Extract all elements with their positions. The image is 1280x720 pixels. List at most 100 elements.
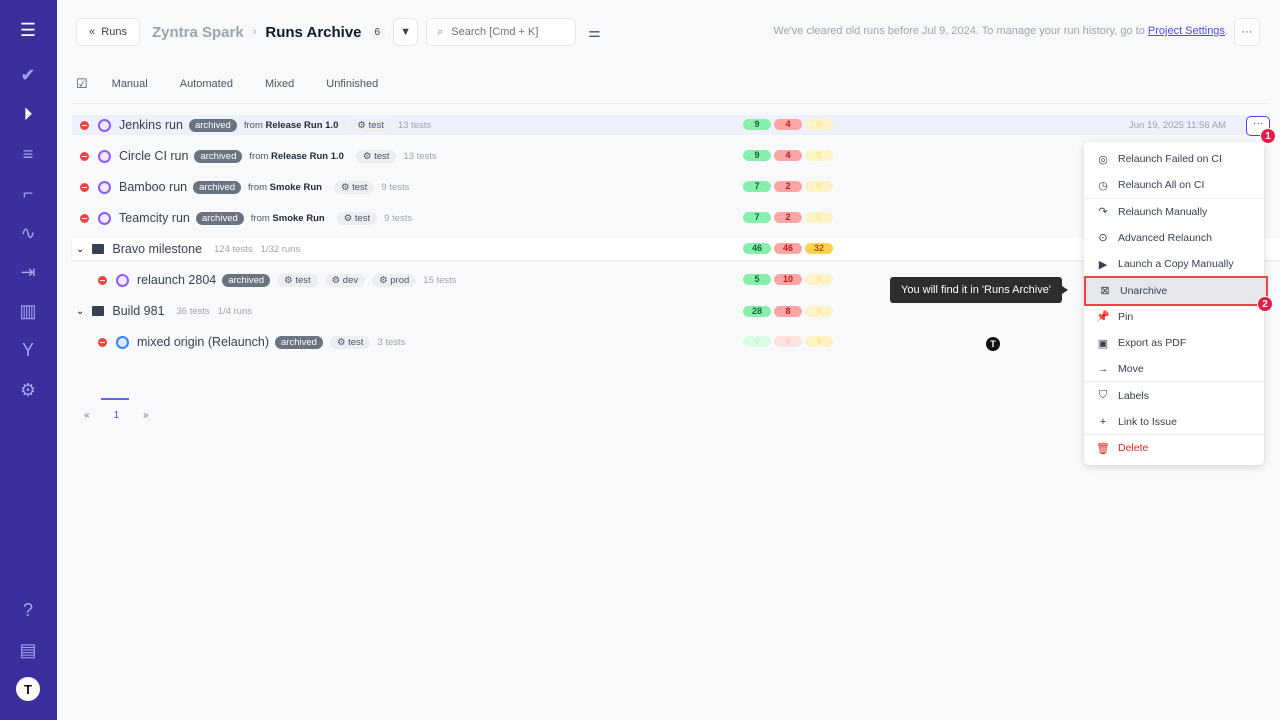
run-row[interactable]: Circle CI run archived from Release Run … [72,146,1264,166]
tag-text: test [368,119,384,131]
source-name[interactable]: Smoke Run [269,181,322,193]
gear-icon[interactable]: ⚙ [19,379,37,400]
run-name[interactable]: relaunch 2804 [137,273,217,287]
run-row[interactable]: Jenkins run archived from Release Run 1.… [72,115,1264,135]
tab-mixed[interactable]: Mixed [264,78,295,90]
list-check-icon[interactable]: ≡ [22,143,34,164]
stats-pills: 46 46 32 [743,243,833,254]
tab-unfinished[interactable]: Unfinished [326,78,379,90]
tests-count: 13 tests [397,119,432,131]
label-tag[interactable]: ⚙ prod [372,273,417,287]
menu-item-link-to-issue[interactable]: + Link to Issue [1084,409,1264,435]
labels-icon: ⛉ [1098,389,1108,402]
menu-item-launch-a-copy-manually[interactable]: ▶ Launch a Copy Manually [1084,251,1264,277]
run-row[interactable]: Teamcity run archived from Smoke Run ⚙ te… [72,208,1264,228]
annotation-2: 2 [1257,296,1273,312]
filter-icon: ▼ [400,26,412,38]
source: from Release Run 1.0 [244,120,339,131]
label-tag[interactable]: ⚙ test [329,335,371,349]
label-tag[interactable]: ⚙ test [336,211,378,225]
run-row[interactable]: relaunch 2804 archived ⚙ test ⚙ dev ⚙ prod… [72,270,1264,290]
more-options-button[interactable]: ··· [1234,18,1260,46]
play-circle-icon[interactable]: ⏵ [23,103,33,124]
ci-run-icon [98,149,111,163]
label-tag[interactable]: ⚙ test [355,149,397,163]
run-row[interactable]: mixed origin (Relaunch) archived ⚙ test 3… [72,332,1264,352]
filter-button[interactable]: ▼ [393,18,419,46]
help-icon[interactable]: ? [22,599,33,620]
notice-end: . [1224,25,1228,37]
menu-item-export-as-pdf[interactable]: ▣ Export as PDF [1084,330,1264,356]
chart-icon[interactable]: ▥ [19,300,37,321]
breadcrumb-project[interactable]: Zyntra Spark [152,23,244,41]
passed-count: 0 [743,336,771,347]
menu-item-advanced-relaunch[interactable]: ⊙ Advanced Relaunch [1084,225,1264,251]
menu-item-relaunch-all-on-ci[interactable]: ◷ Relaunch All on CI [1084,172,1264,198]
folder-icon [92,244,105,254]
menu-label: Delete [1118,442,1149,455]
label-tag[interactable]: ⚙ dev [324,273,366,287]
group-row[interactable]: ⌄ Build 981 36 tests 1/4 runs 28 8 0 [72,301,1264,321]
cursor-logo-icon: T [986,337,1000,351]
menu-label: Pin [1118,310,1134,323]
group-name[interactable]: Bravo milestone [112,242,203,256]
advanced-relaunch-icon: ⊙ [1098,232,1108,245]
pulse-icon[interactable]: ∿ [20,222,36,243]
menu-divider [1084,434,1264,435]
logo-icon[interactable]: T [16,677,40,701]
source-name[interactable]: Smoke Run [272,212,325,224]
skipped-count: 0 [805,274,833,285]
project-settings-link[interactable]: Project Settings [1147,25,1225,37]
source: from Smoke Run [248,182,322,193]
tab-manual[interactable]: Manual [111,78,148,90]
back-to-runs-button[interactable]: « Runs [76,18,140,46]
tests-count: 3 tests [377,336,406,348]
run-name[interactable]: Jenkins run [119,118,183,132]
tab-automated[interactable]: Automated [179,78,233,90]
import-icon[interactable]: ⇥ [20,261,36,282]
label-tag[interactable]: ⚙ test [333,180,375,194]
failed-count: 2 [774,181,802,192]
page-1[interactable]: 1 [101,398,128,421]
stats-pills: 28 8 0 [743,306,833,317]
select-all-icon[interactable]: ☑ [76,76,88,91]
breadcrumb-separator: › [252,26,257,38]
menu-item-relaunch-failed-on-ci[interactable]: ◎ Relaunch Failed on CI [1084,146,1264,172]
from-label: from [243,119,263,131]
menu-icon[interactable]: ☰ [19,19,37,40]
run-name[interactable]: Teamcity run [119,211,190,225]
menu-item-unarchive[interactable]: ⊠ Unarchive [1084,275,1268,306]
menu-item-relaunch-manually[interactable]: ↷ Relaunch Manually [1084,199,1264,225]
label-tag[interactable]: ⚙ test [277,273,318,287]
relaunch-manual-icon: ↷ [1098,206,1108,219]
terminated-status-icon [80,182,89,192]
folders-icon[interactable]: ▤ [19,639,37,660]
menu-item-move[interactable]: → Move [1084,356,1264,382]
menu-label: Unarchive [1120,284,1168,297]
chevron-down-icon[interactable]: ⌄ [76,305,85,317]
settings-sliders-icon[interactable]: ⚌ [588,23,601,40]
steps-icon[interactable]: ⌐ [22,182,34,203]
ci-run-icon [98,180,111,194]
run-name[interactable]: mixed origin (Relaunch) [137,335,270,349]
run-name[interactable]: Bamboo run [119,180,188,194]
source-name[interactable]: Release Run 1.0 [271,150,344,162]
check-icon[interactable]: ✔ [20,64,36,85]
chevron-down-icon[interactable]: ⌄ [76,243,85,255]
label-tag[interactable]: ⚙ test [350,118,391,132]
branch-icon[interactable]: Y [21,339,34,360]
menu-item-delete[interactable]: 🗑 Delete [1084,435,1264,461]
menu-item-labels[interactable]: ⛉ Labels [1084,383,1264,409]
prev-page[interactable]: « [84,410,90,421]
skipped-count: 32 [805,243,833,254]
menu-item-pin[interactable]: 📌 Pin [1084,304,1264,330]
run-row[interactable]: Bamboo run archived from Smoke Run ⚙ test… [72,177,1264,197]
search-input[interactable]: ⌕ Search [Cmd + K] [426,18,577,46]
tests-count: 15 tests [423,274,457,286]
archived-badge: archived [222,273,271,287]
group-row[interactable]: ⌄ Bravo milestone 124 tests 1/32 runs 46… [72,238,1280,260]
next-page[interactable]: » [143,410,149,421]
source-name[interactable]: Release Run 1.0 [265,119,339,131]
group-name[interactable]: Build 981 [112,304,165,318]
run-name[interactable]: Circle CI run [119,149,189,163]
